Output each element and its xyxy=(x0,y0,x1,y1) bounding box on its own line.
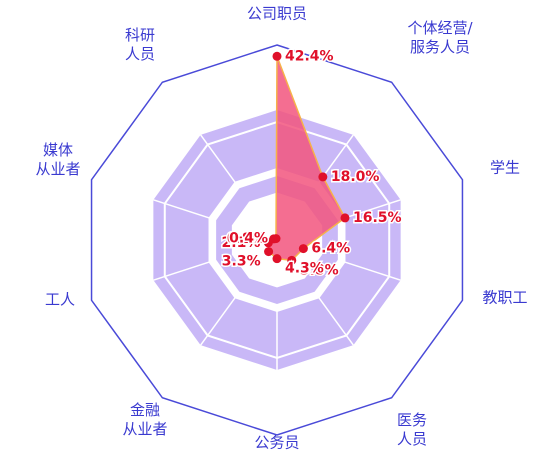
data-point xyxy=(287,255,297,265)
value-label: 4.3% xyxy=(285,261,324,277)
category-label: 个体经营/ 服务人员 xyxy=(407,19,473,56)
value-label: 2.1% xyxy=(222,235,261,251)
category-label: 公务员 xyxy=(254,433,300,452)
value-label: 6.4% xyxy=(311,241,350,257)
data-point xyxy=(318,172,328,182)
spoke xyxy=(153,259,217,281)
value-label: 16.5% xyxy=(353,210,402,226)
value-label: 0.4% xyxy=(229,231,268,247)
category-label: 学生 xyxy=(489,158,521,177)
data-point xyxy=(340,213,350,223)
data-point xyxy=(272,51,282,61)
spoke xyxy=(337,259,401,281)
spoke xyxy=(314,291,355,346)
data-point xyxy=(298,244,308,254)
data-point xyxy=(272,254,282,264)
outer-ring xyxy=(90,44,464,436)
category-label: 教职工 xyxy=(482,288,528,307)
spoke xyxy=(199,291,240,346)
spoke xyxy=(153,199,217,221)
value-label: 3.3% xyxy=(222,254,261,270)
category-label: 工人 xyxy=(44,290,76,309)
category-label: 媒体 从业者 xyxy=(35,141,81,178)
category-label: 金融 从业者 xyxy=(122,401,168,438)
value-label: 18.0% xyxy=(331,169,380,185)
category-label: 医务 人员 xyxy=(396,411,428,448)
data-point xyxy=(264,247,274,257)
value-label: 0.8% xyxy=(227,231,266,247)
category-label: 科研 人员 xyxy=(124,26,156,63)
spoke xyxy=(199,134,240,189)
data-point xyxy=(271,234,281,244)
category-label: 公司职员 xyxy=(246,4,308,23)
value-label: 5.8% xyxy=(300,262,339,278)
value-label: 42.4% xyxy=(285,48,334,64)
